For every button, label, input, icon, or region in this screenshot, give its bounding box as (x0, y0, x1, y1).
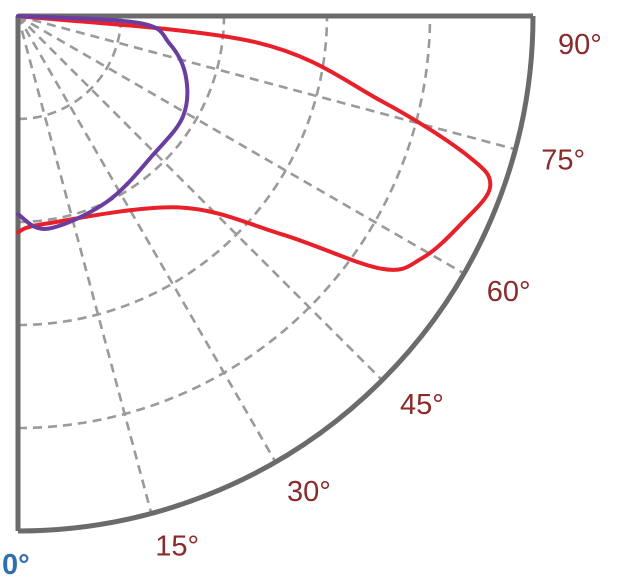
angle-label-15: 15° (155, 530, 199, 562)
arc-gridline (17, 15, 226, 224)
radial-gridline-30 (16, 15, 277, 463)
radial-gridline-60 (17, 14, 465, 275)
series-curve-1 (16, 14, 493, 272)
angle-label-30: 30° (287, 476, 331, 508)
grid-layer (16, 14, 516, 514)
angle-label-60: 60° (487, 276, 531, 308)
radial-gridline-75 (17, 14, 516, 151)
angle-label-0: 0° (2, 549, 30, 580)
frame-layer (15, 13, 536, 534)
label-layer: 0° 15° 30° 45° 60° 75° 90° (2, 29, 602, 581)
arc-gridline (17, 15, 123, 121)
radial-gridline-45 (17, 15, 384, 382)
angle-label-90: 90° (558, 29, 602, 61)
series-layer (16, 14, 493, 272)
angle-label-45: 45° (400, 389, 444, 421)
series-curve-2 (16, 14, 190, 231)
angle-label-75: 75° (541, 144, 585, 176)
radial-gridline-15 (16, 15, 153, 514)
outer-arc (17, 15, 536, 534)
